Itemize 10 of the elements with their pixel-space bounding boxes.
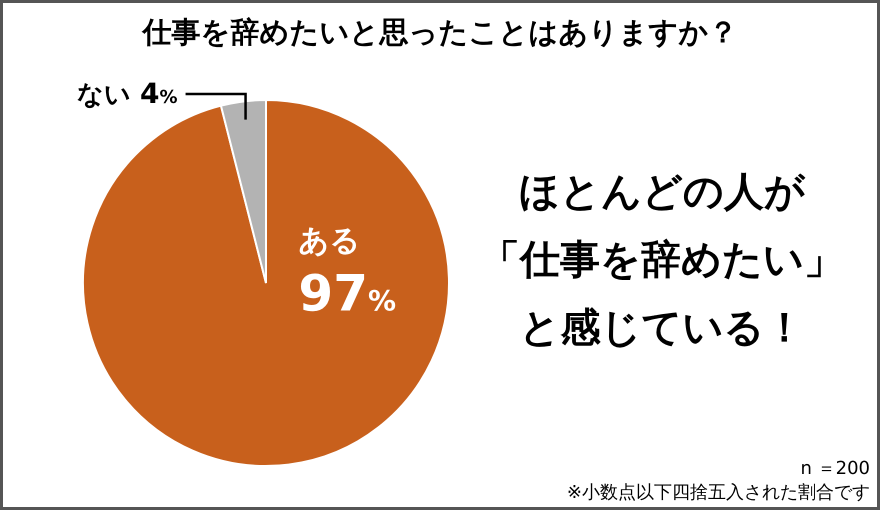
text: ※小数点以下四捨五入された割合です [566,482,870,503]
data-label: 4% [140,77,178,110]
slice-label: ない [76,80,140,110]
data-label: 97% [298,264,396,322]
slice-label: ある [298,223,360,258]
chart-title: 仕事を辞めたいと思ったことはありますか？ [140,15,738,49]
text: と感じている！ [520,305,804,351]
text: 「仕事を辞めたい」 [480,237,844,283]
text: ほとんどの人が [519,169,806,215]
text: n ＝200 [800,458,870,479]
